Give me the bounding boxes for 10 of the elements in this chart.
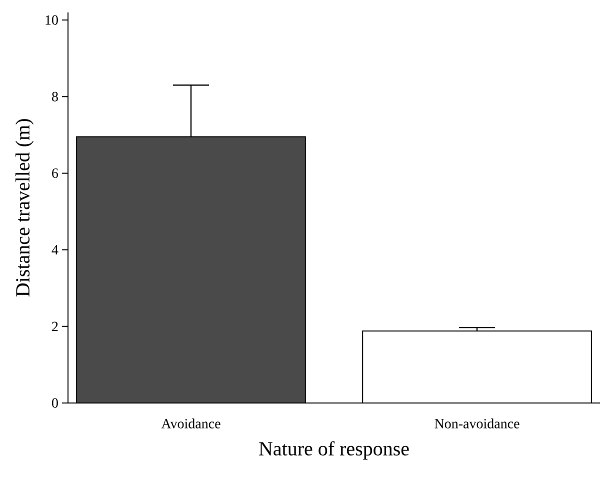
y-tick-label: 10 [46,15,58,25]
x-tick-label: Non-avoidance [434,418,520,428]
x-axis-title: Nature of response [259,441,409,460]
y-tick-label: 6 [52,168,58,178]
y-tick-label: 2 [52,322,58,332]
y-tick-label: 0 [52,398,58,408]
y-axis-title: Distance travelled (m) [15,119,34,296]
y-tick-label: 4 [52,245,58,254]
x-tick-label: Avoidance [161,418,220,428]
y-tick-label: 8 [52,92,58,102]
